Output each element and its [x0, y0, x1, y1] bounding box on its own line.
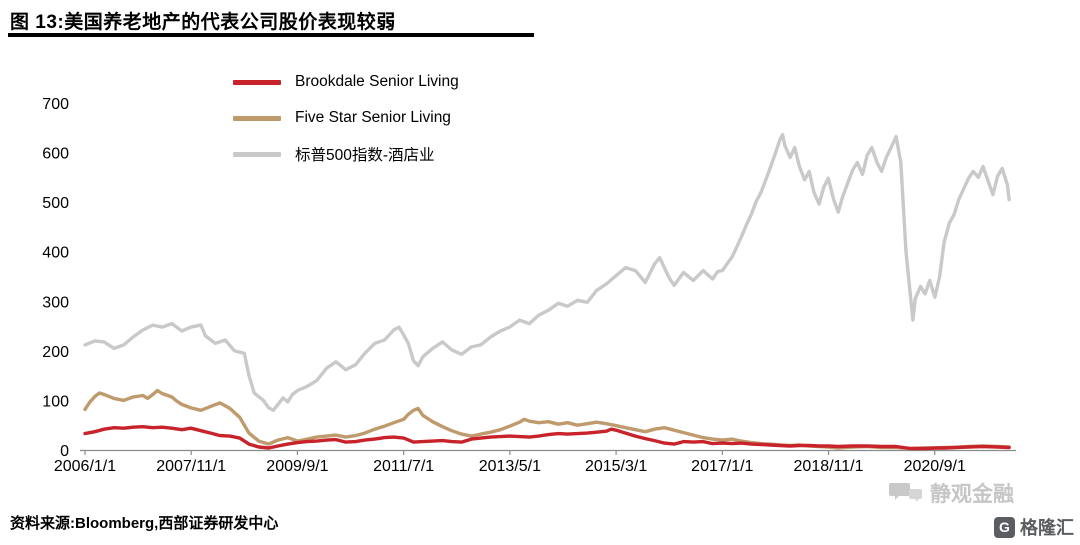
x-tick-label: 2017/1/1: [691, 458, 753, 475]
legend-label: 标普500指数-酒店业: [295, 147, 435, 164]
legend-label: Five Star Senior Living: [295, 109, 451, 126]
source-note: 资料来源:Bloomberg,西部证券研发中心: [10, 515, 279, 532]
watermark: 静观金融: [889, 478, 1014, 508]
x-tick-label: 2009/9/1: [266, 458, 328, 475]
x-tick-label: 2011/7/1: [373, 458, 434, 475]
chat-bubbles-icon: [889, 483, 922, 502]
y-tick-label: 400: [42, 245, 69, 262]
series-line-1: [83, 388, 1011, 451]
legend-swatch-tan: [233, 115, 281, 121]
gelonghui-g-icon: G: [994, 516, 1015, 538]
legend-swatch-gray: [233, 151, 281, 157]
watermark-text: 静观金融: [930, 483, 1014, 506]
title-underline: [8, 33, 534, 37]
y-tick-label: 600: [42, 146, 69, 163]
legend-label: Brookdale Senior Living: [295, 73, 459, 90]
series-line-0: [83, 425, 1011, 451]
y-tick-label: 300: [42, 294, 69, 311]
figure-title: 图 13:美国养老地产的代表公司股价表现较弱: [10, 12, 396, 33]
gelonghui-logo-text: 格隆汇: [1020, 518, 1074, 538]
x-tick-label: 2013/5/1: [479, 458, 541, 475]
legend-item-brookdale: Brookdale Senior Living: [233, 70, 459, 94]
y-tick-label: 0: [60, 443, 69, 460]
x-tick-label: 2015/3/1: [585, 458, 647, 475]
x-tick-label: 2006/1/1: [54, 458, 116, 475]
legend-swatch-red: [233, 79, 281, 85]
series-line-2: [83, 132, 1011, 412]
y-tick-label: 700: [42, 96, 69, 113]
chart-legend: Brookdale Senior Living Five Star Senior…: [233, 70, 459, 178]
x-tick-label: 2007/11/1: [156, 458, 226, 475]
y-tick-label: 100: [42, 393, 69, 410]
y-tick-label: 500: [42, 195, 69, 212]
gelonghui-logo: G 格隆汇: [994, 514, 1074, 540]
x-tick-label: 2018/11/1: [794, 458, 864, 475]
legend-item-fivestar: Five Star Senior Living: [233, 106, 459, 130]
legend-item-sp500-hotels: 标普500指数-酒店业: [233, 142, 459, 166]
x-tick-label: 2020/9/1: [904, 458, 966, 475]
y-tick-label: 200: [42, 344, 69, 361]
